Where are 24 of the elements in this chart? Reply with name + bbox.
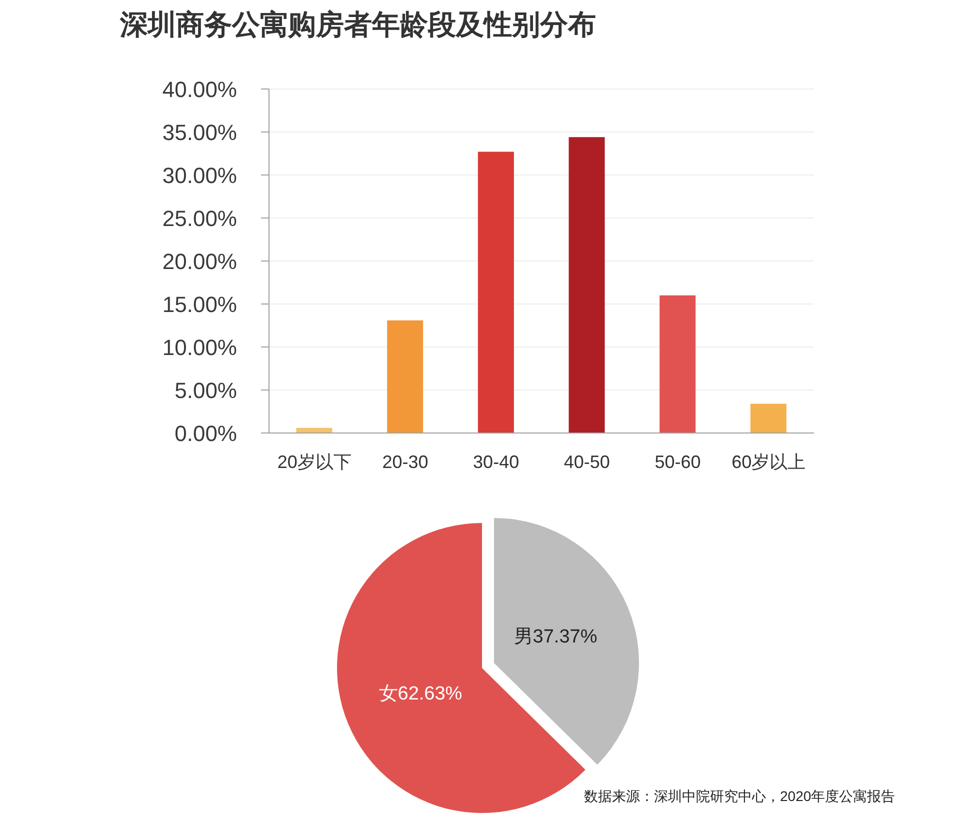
x-tick-label: 30-40 (473, 452, 520, 472)
x-tick-label: 40-50 (564, 452, 610, 472)
y-tick-label: 20.00% (162, 248, 237, 274)
x-tick-label: 50-60 (654, 452, 701, 472)
y-tick-label: 40.00% (162, 76, 237, 102)
y-tick-label: 25.00% (162, 206, 237, 231)
y-tick-label: 35.00% (162, 120, 237, 145)
y-tick-label: 5.00% (174, 378, 237, 403)
x-tick-label: 20-30 (382, 452, 428, 472)
bar (387, 320, 424, 433)
bar (568, 137, 605, 433)
x-tick-label: 20岁以下 (277, 452, 352, 472)
slice-label: 男37.37% (514, 626, 598, 648)
x-tick-label: 60岁以上 (732, 452, 806, 472)
y-tick-label: 10.00% (162, 334, 237, 360)
slice-label: 女62.63% (378, 683, 462, 704)
source-note: 数据来源：深圳中院研究中心，2020年度公寓报告 (584, 787, 896, 805)
y-tick-label: 15.00% (162, 292, 237, 317)
y-tick-label: 0.00% (174, 420, 237, 446)
bar (478, 152, 514, 433)
y-tick-label: 30.00% (162, 162, 237, 188)
bar (750, 404, 786, 433)
bar (660, 295, 696, 433)
chart-title: 深圳商务公寓购房者年龄段及性别分布 (120, 8, 596, 42)
